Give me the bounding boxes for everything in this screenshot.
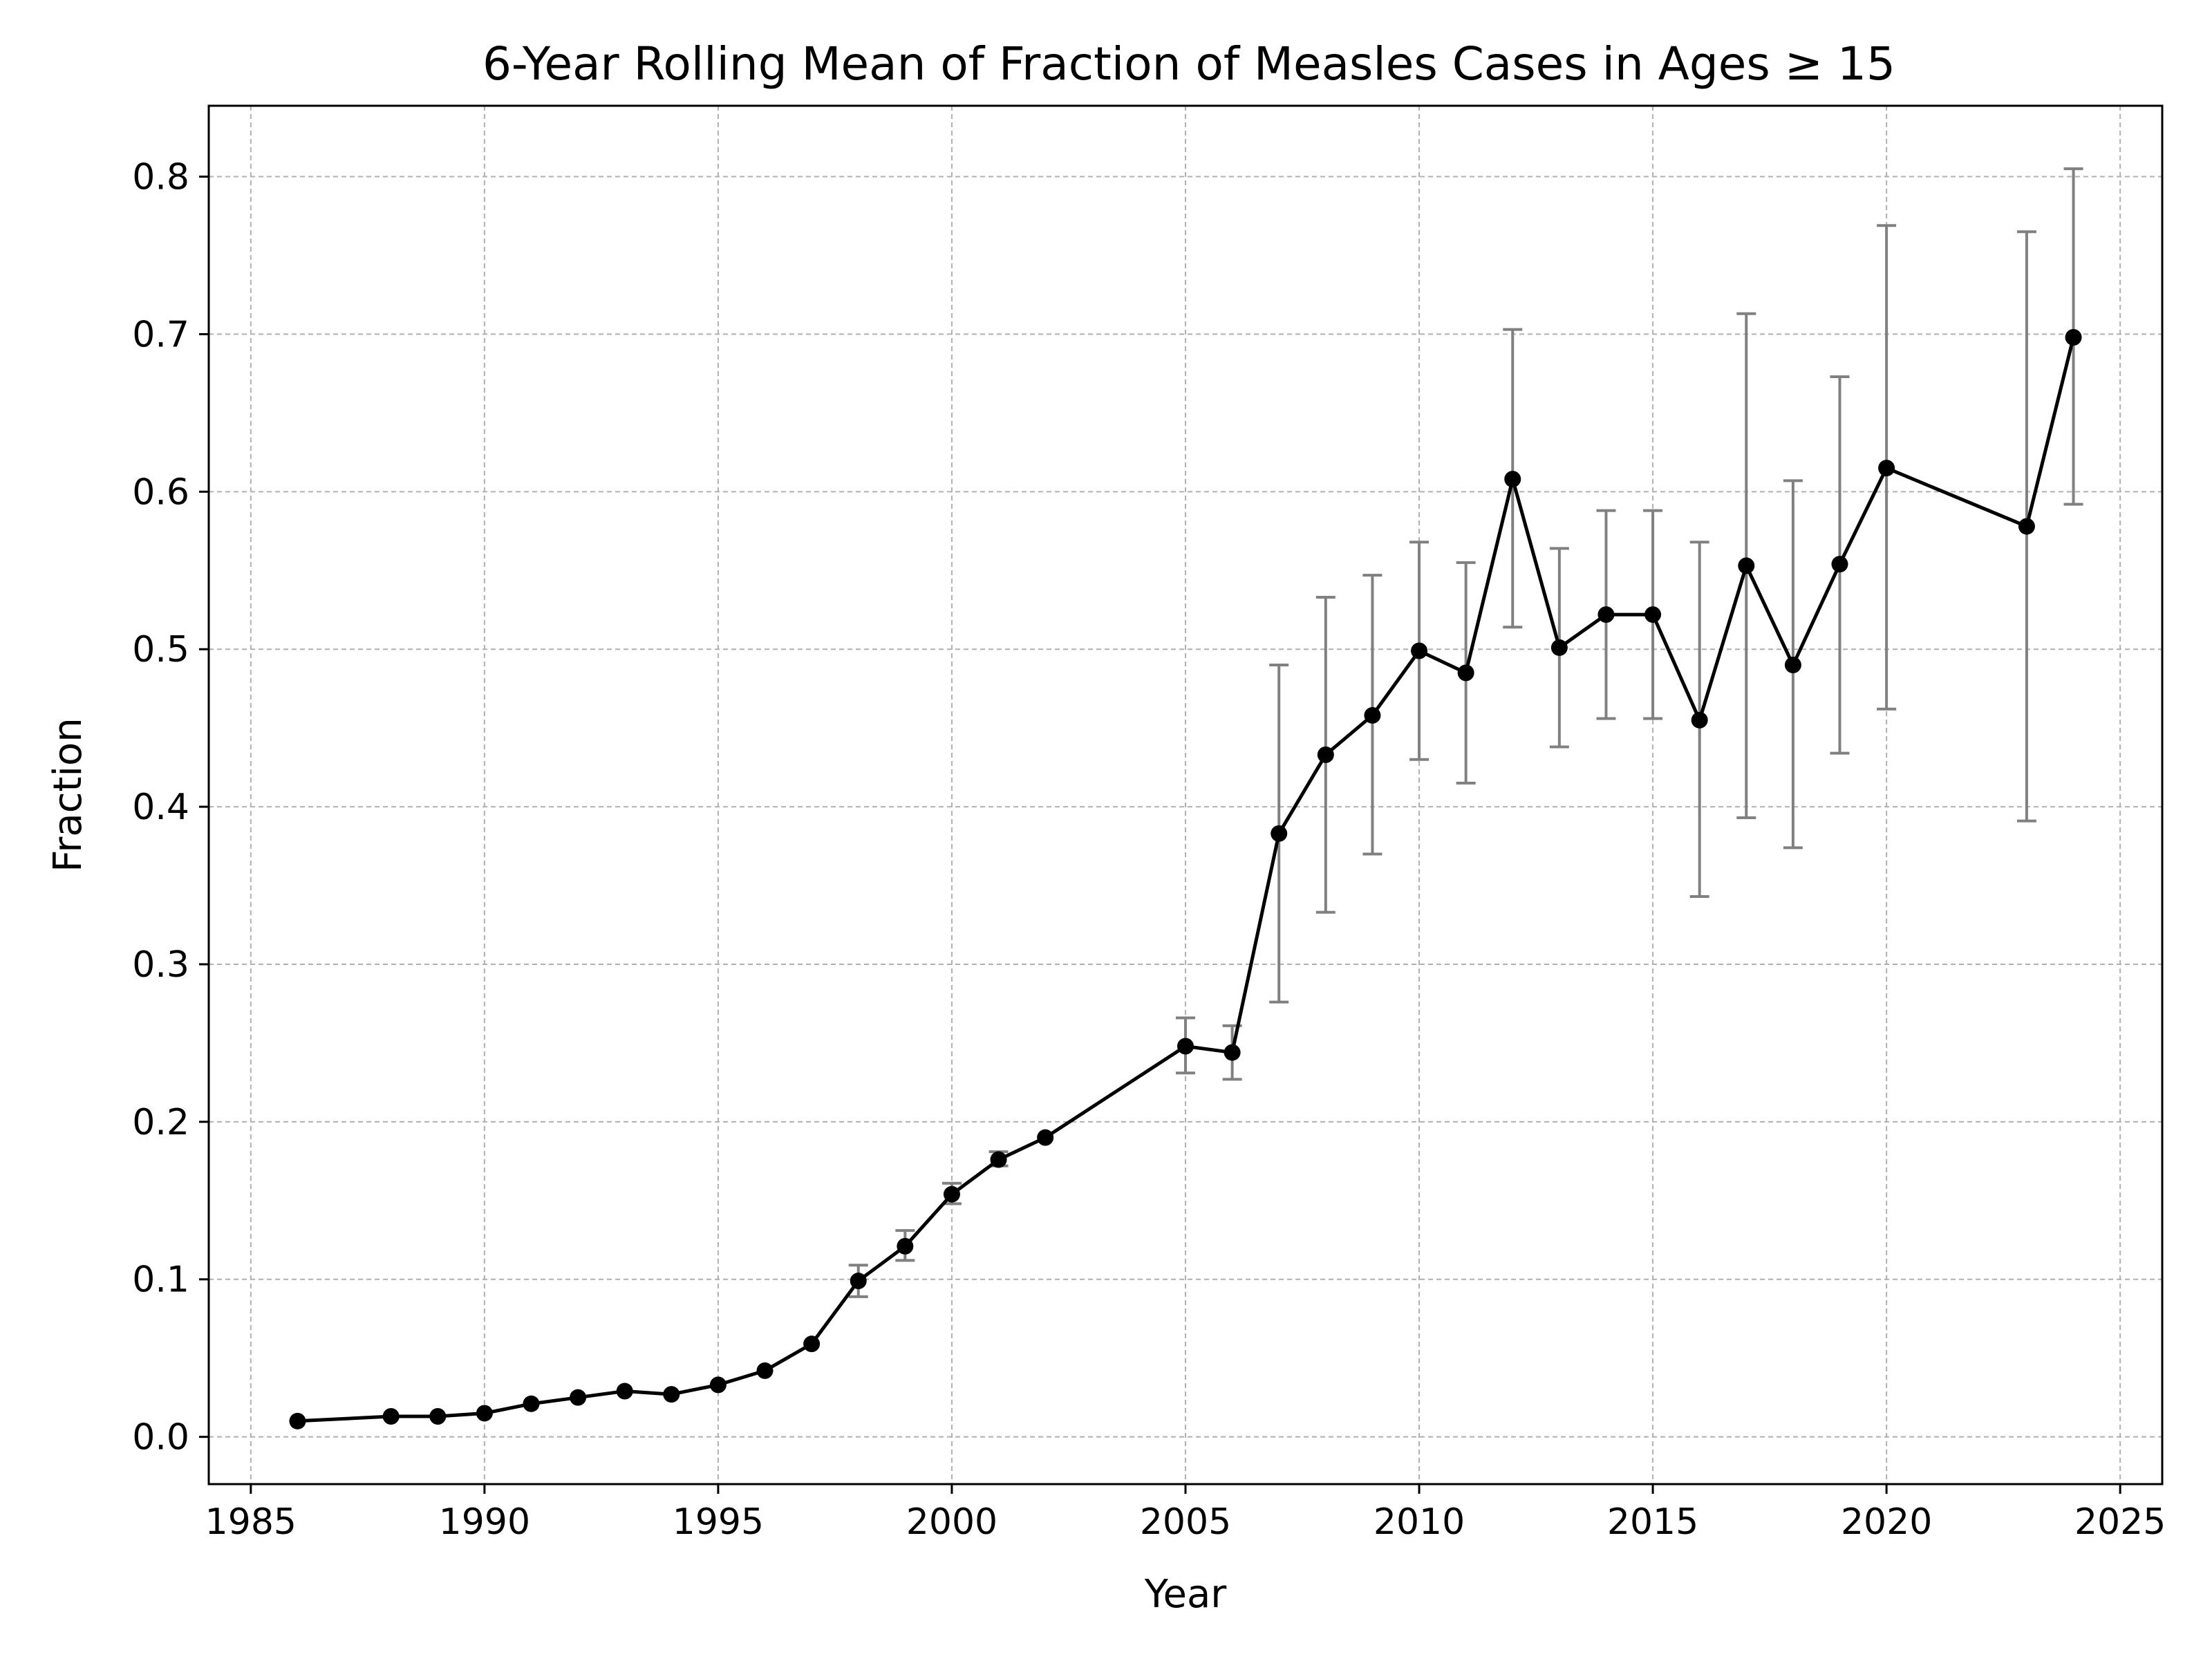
x-tick-label: 1990 [439,1501,530,1543]
data-point [476,1405,493,1422]
data-point [1411,642,1428,659]
data-point [2018,518,2035,535]
data-point [1597,606,1615,624]
data-point [803,1335,821,1353]
y-tick-label: 0.8 [132,157,189,198]
data-point [523,1395,540,1412]
data-point [1037,1129,1054,1146]
data-point [1738,557,1755,574]
data-point [1177,1038,1194,1055]
data-point [1550,639,1568,656]
series-line [297,337,2075,1423]
data-point [1504,471,1521,488]
data-point [1364,706,1381,724]
chart-title: 6-Year Rolling Mean of Fraction of Measl… [482,37,1895,91]
data-point [709,1376,727,1394]
y-tick-label: 0.6 [132,471,189,513]
data-point [382,1408,400,1425]
y-tick-label: 0.3 [132,944,189,986]
data-series [289,328,2082,1430]
x-tick-label: 2000 [906,1501,997,1543]
y-tick-label: 0.7 [132,314,189,355]
data-point [289,1412,306,1430]
data-point [850,1273,867,1290]
data-point [1457,664,1474,682]
x-axis-title: Year [1144,1572,1228,1617]
x-tick-label: 2015 [1607,1501,1698,1543]
x-tick-label: 2020 [1841,1501,1932,1543]
data-point [663,1386,680,1403]
y-tick-label: 0.4 [132,787,189,828]
x-tick-label: 1995 [673,1501,764,1543]
y-tick-label: 0.2 [132,1102,189,1143]
data-point [1224,1044,1241,1061]
y-axis-title: Fraction [46,718,91,872]
data-point [1271,825,1288,842]
data-point [429,1408,447,1425]
data-point [2065,328,2082,346]
data-point [897,1237,914,1255]
data-point [1317,746,1334,763]
data-point [1644,606,1662,624]
x-tick-label: 2025 [2074,1501,2166,1543]
data-point [616,1382,633,1400]
data-point [1831,556,1848,573]
grid [209,106,2162,1484]
data-point [990,1151,1007,1168]
x-axis-ticks: 1985 1990 1995 2000 2005 2010 2015 2020 2025 [205,1484,2166,1543]
data-point [1691,711,1708,729]
data-point [1784,656,1801,673]
data-point [943,1185,960,1203]
y-tick-label: 0.5 [132,629,189,671]
x-tick-label: 2005 [1140,1501,1231,1543]
data-point [756,1362,774,1379]
y-tick-label: 0.1 [132,1259,189,1301]
x-tick-label: 2010 [1374,1501,1465,1543]
y-axis-ticks: 0.0 0.1 0.2 0.3 0.4 0.5 0.6 0.7 0.8 [132,157,209,1459]
x-tick-label: 1985 [205,1501,297,1543]
data-point [1878,460,1895,477]
y-tick-label: 0.0 [132,1417,189,1459]
data-point [570,1389,587,1406]
